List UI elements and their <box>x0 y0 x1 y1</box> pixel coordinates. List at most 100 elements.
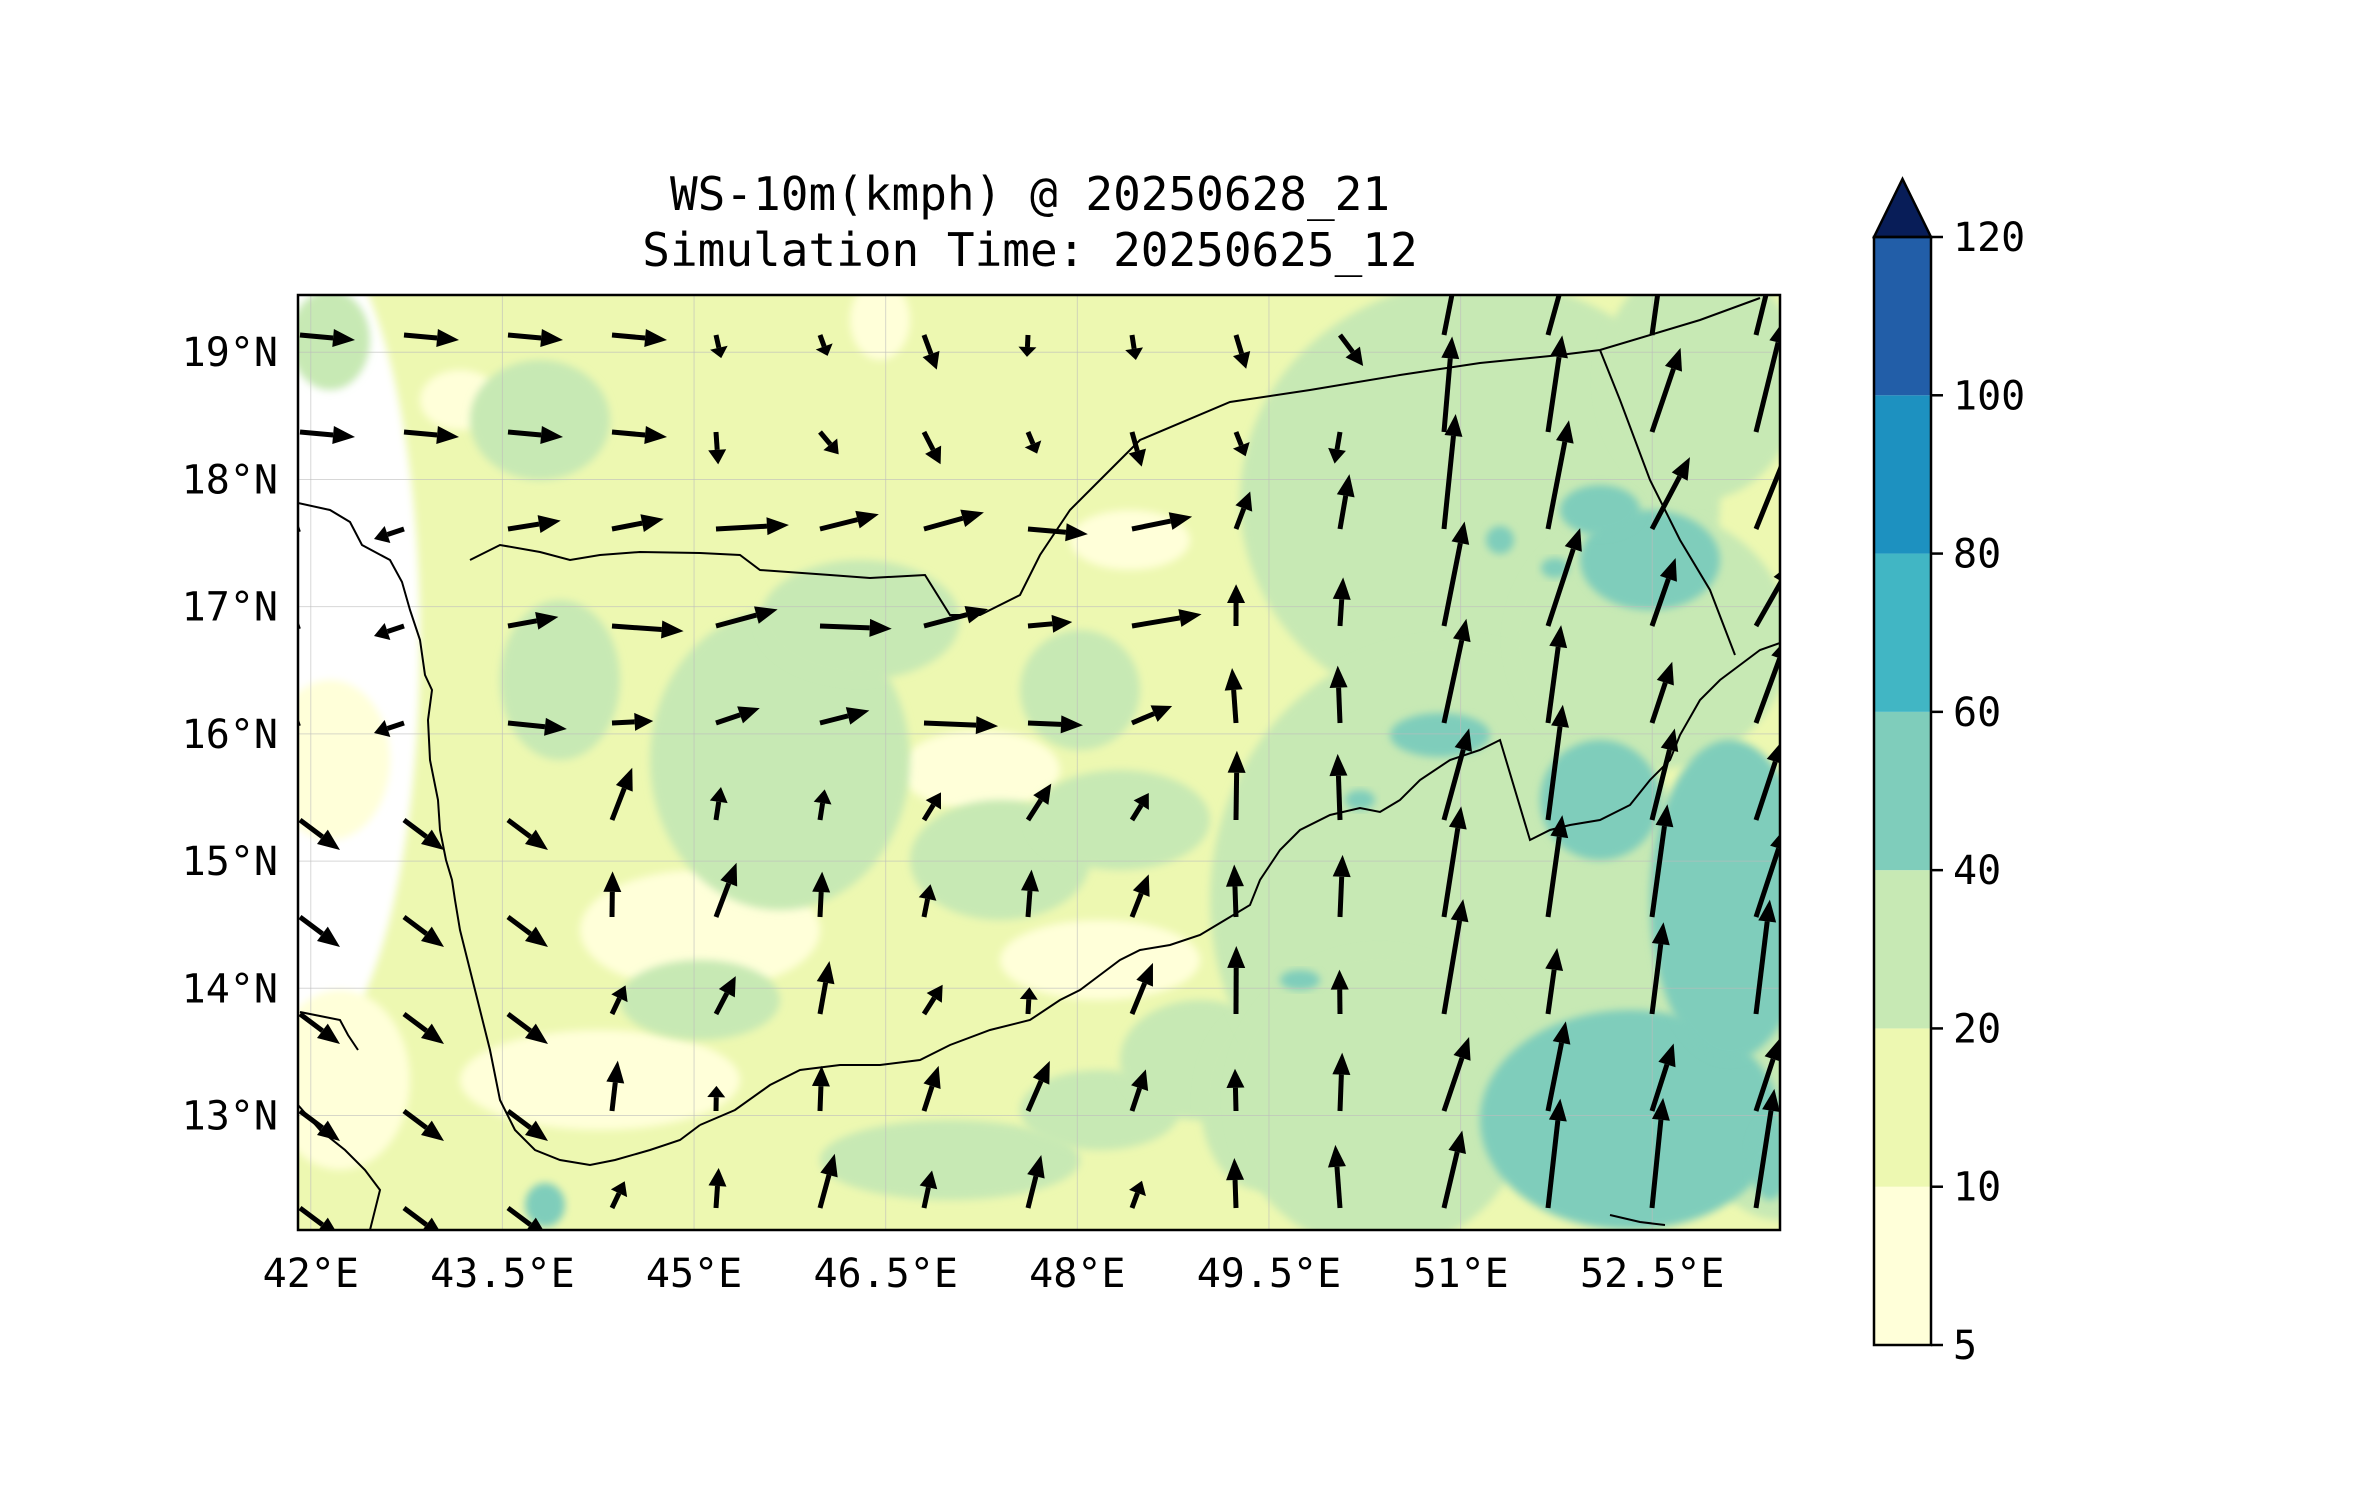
speed-contour-patch <box>620 960 780 1040</box>
wind-arrow <box>1131 609 1202 629</box>
wind-arrow <box>921 792 942 822</box>
wind-arrow <box>374 622 405 641</box>
speed-contour-patch <box>760 560 960 680</box>
border-oman <box>1599 349 1736 656</box>
wind-arrow <box>402 1206 440 1230</box>
colorbar-label: 40 <box>1953 848 2001 894</box>
wind-arrow <box>713 976 736 1016</box>
speed-contour-patch <box>850 295 910 360</box>
wind-arrow <box>923 509 984 532</box>
wind-arrow <box>1328 431 1346 464</box>
y-tick-label: 19°N <box>182 330 278 376</box>
wind-arrow <box>816 961 835 1015</box>
wind-arrow <box>1128 431 1147 467</box>
wind-arrow <box>921 430 942 465</box>
wind-arrow <box>1332 577 1351 627</box>
speed-contour-patch <box>1390 713 1490 757</box>
wind-arrow <box>1019 987 1038 1015</box>
wind-speed-field <box>298 295 1780 1230</box>
speed-contour-patch <box>298 990 410 1170</box>
x-tick-label: 52.5°E <box>1580 1251 1725 1297</box>
wind-arrow <box>1025 1154 1045 1209</box>
map-title: WS-10m(kmph) @ 20250628_21 <box>669 167 1391 221</box>
wind-arrow <box>1649 347 1683 433</box>
colorbar-label: 100 <box>1953 373 2025 419</box>
speed-contour-patch <box>1600 295 1780 500</box>
wind-arrow <box>710 334 728 359</box>
colorbar-segment <box>1874 870 1931 1029</box>
wind-arrow <box>1027 614 1073 633</box>
wind-arrow <box>506 1109 548 1141</box>
speed-contour-patch <box>470 360 610 480</box>
colorbar-frame <box>1872 235 1933 1347</box>
wind-arrow <box>813 789 832 821</box>
x-tick-label: 49.5°E <box>1197 1251 1342 1297</box>
speed-contour-patch <box>1560 485 1640 535</box>
wind-arrow <box>1332 1052 1351 1112</box>
speed-contour-patch <box>900 730 1060 810</box>
wind-arrow <box>1441 414 1463 530</box>
wind-arrow <box>715 517 789 536</box>
wind-arrow <box>812 871 831 918</box>
wind-arrow <box>1441 728 1472 821</box>
wind-arrow <box>1441 806 1467 918</box>
wind-arrow <box>1129 792 1149 822</box>
speed-contour-patch <box>1345 790 1375 810</box>
wind-arrow <box>708 431 727 465</box>
wind-arrow <box>507 329 563 347</box>
wind-arrow <box>1233 491 1253 530</box>
wind-arrow <box>611 329 667 347</box>
speed-contour-patch <box>310 440 390 560</box>
wind-arrow <box>1753 645 1780 724</box>
colorbar-segment <box>1874 1186 1931 1345</box>
wind-arrow <box>1753 1038 1780 1112</box>
coastline-red-sea <box>298 502 701 1167</box>
colorbar-segment <box>1874 711 1931 871</box>
x-tick-label: 48°E <box>1029 1251 1125 1297</box>
speed-contour-patch <box>1486 526 1514 554</box>
wind-arrow <box>1441 336 1460 433</box>
wind-arrow <box>1441 521 1470 627</box>
wind-arrow <box>1441 1037 1471 1112</box>
wind-arrow <box>1753 833 1780 918</box>
wind-arrow <box>1227 945 1246 1015</box>
wind-arrow <box>1441 618 1471 724</box>
wind-arrow <box>1753 1088 1780 1209</box>
wind-arrow <box>1129 1069 1149 1112</box>
wind-arrow <box>817 1153 838 1209</box>
wind-arrow <box>819 707 870 726</box>
wind-arrow <box>815 334 833 356</box>
wind-arrow <box>921 1065 941 1112</box>
colorbar: 5 10 20 40 60 80 100 120 <box>1871 176 2025 1369</box>
wind-arrow <box>402 817 444 850</box>
speed-contour-patch <box>1650 740 1780 1060</box>
wind-arrow <box>1545 948 1564 1015</box>
wind-arrow <box>1337 333 1364 366</box>
wind-arrow <box>507 426 563 444</box>
speed-contour-patch <box>820 1120 1080 1200</box>
wind-arrow <box>1226 1068 1245 1112</box>
wind-arrow <box>1025 1060 1050 1112</box>
wind-arrow <box>1545 1098 1567 1209</box>
speed-contour-patch <box>1541 558 1569 578</box>
wind-arrow <box>611 712 654 731</box>
wind-arrow <box>1545 528 1582 627</box>
wind-arrow <box>299 329 355 347</box>
wind-arrow <box>1545 295 1562 336</box>
wind-arrow <box>402 914 444 947</box>
wind-arrow <box>507 611 559 630</box>
latitude-axis: 13°N 14°N 15°N 16°N 17°N 18°N 19°N <box>182 330 278 1139</box>
wind-arrow <box>715 606 778 629</box>
wind-arrow <box>1753 571 1780 628</box>
wind-arrow <box>1336 474 1355 530</box>
wind-arrow <box>1027 715 1083 734</box>
colorbar-label: 120 <box>1953 215 2025 261</box>
wind-arrow <box>919 1170 938 1209</box>
wind-arrow <box>1025 783 1052 822</box>
wind-arrow <box>402 1012 444 1044</box>
wind-arrow <box>403 426 459 444</box>
x-tick-label: 43.5°E <box>430 1251 575 1297</box>
wind-arrow <box>1545 625 1568 724</box>
wind-arrow <box>1129 874 1150 918</box>
colorbar-segment <box>1874 395 1931 554</box>
